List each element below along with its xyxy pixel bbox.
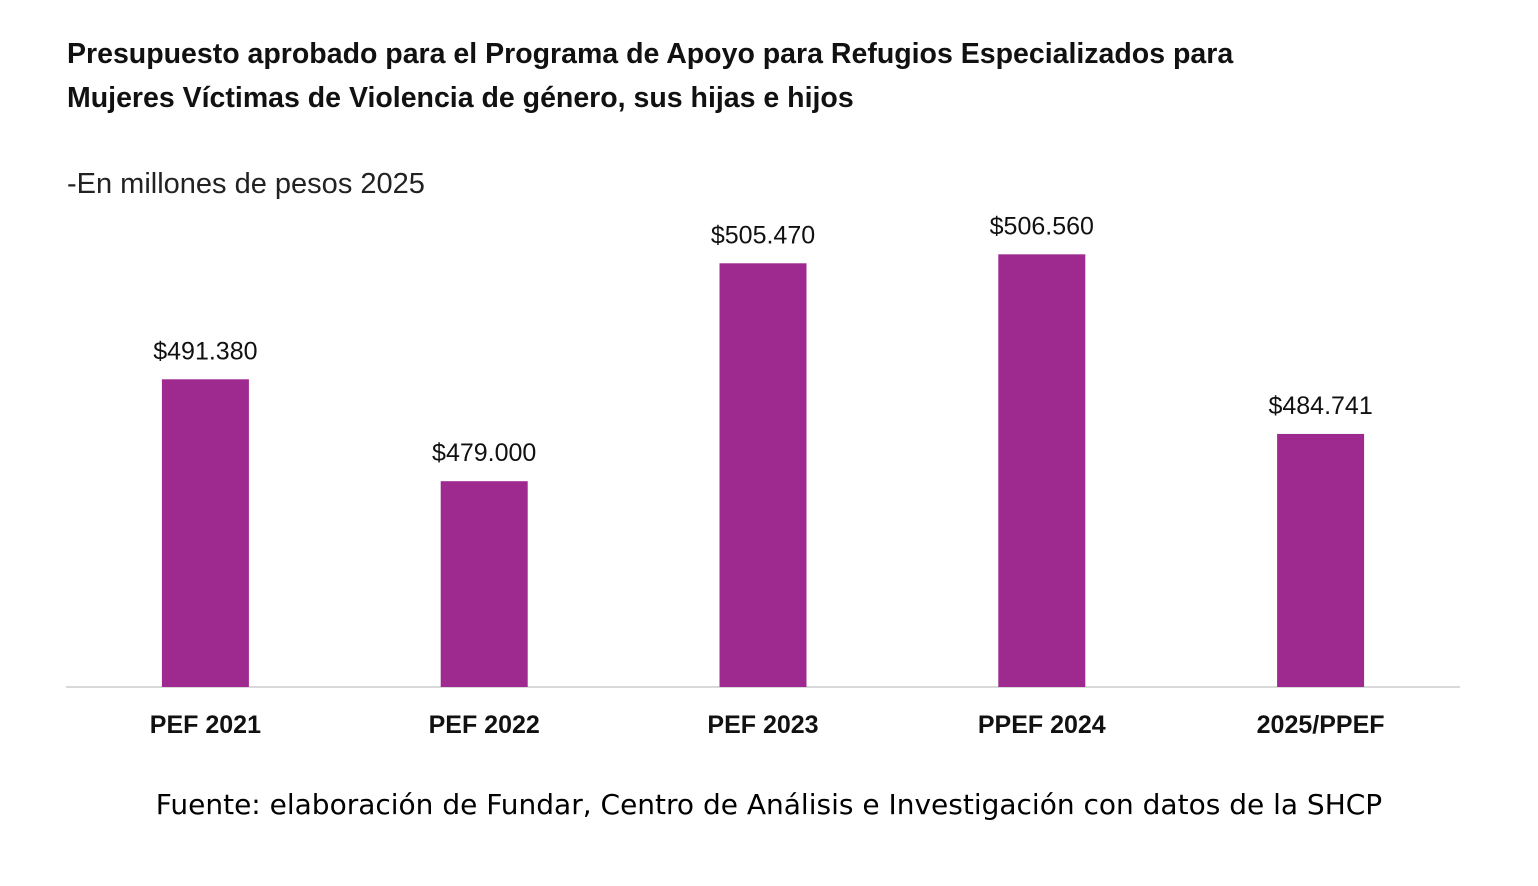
- data-label: $479.000: [432, 439, 536, 467]
- x-tick-label: PEF 2023: [707, 711, 818, 739]
- x-tick-label: 2025/PPEF: [1257, 711, 1385, 739]
- chart-subtitle: -En millones de pesos 2025: [67, 168, 425, 200]
- bar: [719, 263, 807, 687]
- bar: [161, 379, 249, 687]
- bar: [440, 481, 528, 687]
- x-tick-label: PEF 2021: [150, 711, 261, 739]
- data-label: $506.560: [990, 212, 1094, 240]
- chart-title: Presupuesto aprobado para el Programa de…: [67, 38, 1234, 114]
- bar: [998, 254, 1086, 687]
- x-tick-label: PEF 2022: [429, 711, 540, 739]
- data-label: $491.380: [153, 337, 257, 365]
- data-label: $484.741: [1268, 392, 1372, 420]
- x-tick-label: PPEF 2024: [978, 711, 1106, 739]
- source-note: Fuente: elaboración de Fundar, Centro de…: [155, 788, 1383, 821]
- data-label: $505.470: [711, 221, 815, 249]
- bar: [1277, 433, 1365, 687]
